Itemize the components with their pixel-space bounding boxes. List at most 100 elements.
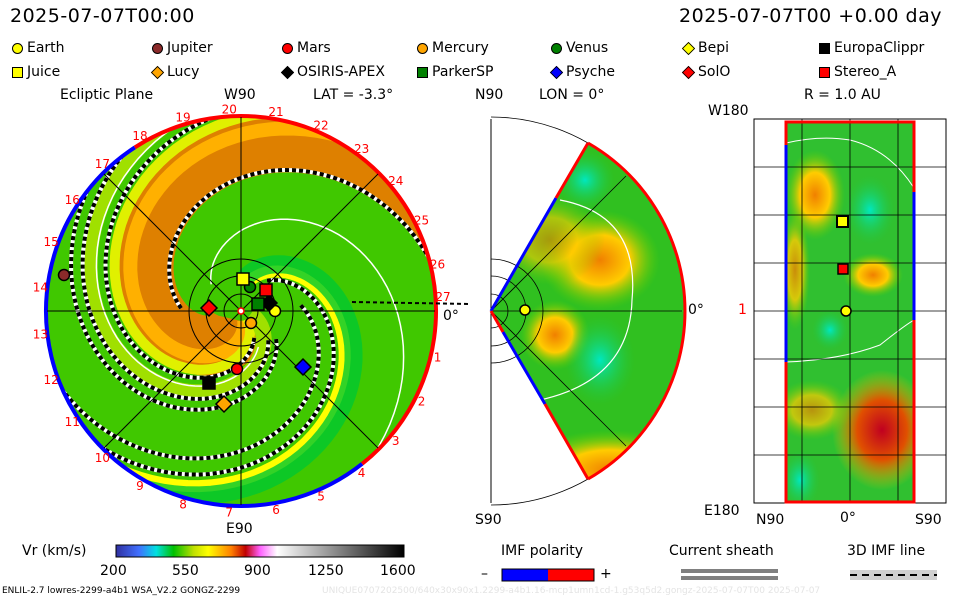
- imf-positive-swatch: [548, 569, 594, 581]
- legend-label: OSIRIS-APEX: [297, 64, 385, 80]
- radial-e180: E180: [704, 503, 740, 519]
- imf-field-line: [47, 192, 321, 461]
- mercury-circle-icon: [417, 42, 428, 54]
- radial-zero: 0°: [840, 510, 856, 526]
- rotation-label: 19: [175, 110, 190, 124]
- imf-line: [351, 301, 471, 305]
- legend-label: Jupiter: [167, 40, 213, 56]
- legend-item-juice: Juice: [12, 64, 60, 80]
- colorbar-tick: 1600: [380, 563, 416, 579]
- legend-label: Venus: [566, 40, 609, 56]
- rotation-label: 3: [392, 434, 400, 448]
- rotation-label: 17: [95, 157, 110, 171]
- sheath-swatch-1: [681, 569, 778, 573]
- legend-item-osiris-apex: OSIRIS-APEX: [280, 64, 385, 80]
- colorbar-tick: 1250: [308, 563, 344, 579]
- rotation-label: 12: [44, 373, 59, 387]
- colorbar: [115, 544, 405, 558]
- legend-item-bepi: Bepi: [681, 40, 729, 56]
- radial-s90: S90: [915, 512, 942, 528]
- rotation-label: 10: [95, 451, 110, 465]
- ecliptic-lat: LAT = -3.3°: [313, 87, 394, 103]
- europaclippr-square-icon: [819, 42, 830, 54]
- radial-n90: N90: [756, 512, 785, 528]
- stereo-a-marker: [259, 283, 273, 297]
- rotation-label: 21: [268, 105, 283, 119]
- radial-tick-1: 1: [738, 302, 747, 318]
- rotation-label: 6: [272, 503, 280, 517]
- radial-title: R = 1.0 AU: [804, 87, 881, 103]
- mercury-marker: [244, 316, 258, 330]
- juice-marker: [236, 272, 250, 286]
- rotation-label: 7: [225, 506, 233, 520]
- rotation-label: 2: [418, 395, 426, 409]
- sheath-swatch-2: [681, 576, 778, 580]
- mars-marker: [230, 362, 244, 376]
- legend-label: Earth: [27, 40, 65, 56]
- colorbar-tick: 900: [244, 563, 271, 579]
- footer-right: UNIQUE0707202500/640x30x90x1.2299-a4b1.1…: [322, 586, 821, 596]
- psyche-marker: [293, 357, 313, 377]
- rotation-label: 14: [33, 281, 48, 295]
- radial-panel: [753, 118, 947, 504]
- parkersp-square-icon: [417, 66, 428, 78]
- rotation-label: 5: [317, 489, 325, 503]
- meridional-s90: S90: [475, 512, 502, 528]
- negative-polarity-border: [44, 145, 364, 508]
- ecliptic-title: Ecliptic Plane: [60, 87, 154, 103]
- colorbar-title: Vr (km/s): [22, 543, 87, 559]
- meridional-lon: LON = 0°: [539, 87, 605, 103]
- venus-circle-icon: [551, 42, 562, 54]
- europaclippr-marker: [202, 376, 216, 390]
- footer-left: ENLIL-2.7 lowres-2299-a4b1 WSA_V2.2 GONG…: [2, 586, 241, 596]
- current-sheath-line: [98, 218, 405, 505]
- stereo-a-marker-radial: [837, 263, 849, 275]
- rotation-label: 13: [33, 327, 48, 341]
- mars-circle-icon: [282, 42, 293, 54]
- rotation-label: 4: [358, 466, 366, 480]
- rotation-label: 25: [414, 213, 429, 227]
- rotation-label: 8: [179, 498, 187, 512]
- stereo-a-square-icon: [819, 66, 830, 78]
- meridional-panel: [489, 116, 687, 506]
- imfline-title: 3D IMF line: [847, 543, 926, 559]
- rotation-label: 27: [435, 290, 450, 304]
- parkersp-marker: [251, 297, 265, 311]
- legend-item-solo: SolO: [681, 64, 730, 80]
- sun-icon: [237, 307, 245, 315]
- imf-field-line: [103, 117, 410, 380]
- legend-label: Mercury: [432, 40, 489, 56]
- rotation-label: 20: [222, 102, 237, 116]
- juice-square-icon: [12, 66, 23, 78]
- rotation-label: 11: [65, 415, 80, 429]
- ecliptic-w90: W90: [224, 87, 256, 103]
- legend-label: EuropaClippr: [834, 40, 925, 56]
- jupiter-circle-icon: [152, 42, 163, 54]
- imf-minus: –: [481, 566, 488, 582]
- legend-item-jupiter: Jupiter: [152, 40, 213, 56]
- rotation-label: 24: [388, 174, 403, 188]
- legend-label: Psyche: [566, 64, 615, 80]
- positive-polarity-border: [133, 114, 438, 466]
- imf-field-line: [69, 117, 279, 412]
- rotation-label: 16: [65, 193, 80, 207]
- legend-label: Bepi: [698, 40, 729, 56]
- earth-circle-icon: [12, 42, 23, 54]
- imf-title: IMF polarity: [501, 543, 584, 559]
- legend-label: Mars: [297, 40, 331, 56]
- radial-w180: W180: [708, 103, 749, 119]
- legend-item-parkersp: ParkerSP: [417, 64, 493, 80]
- earth-marker-radial: [840, 305, 852, 317]
- legend-item-venus: Venus: [551, 40, 608, 56]
- earth-marker-meridional: [519, 304, 531, 316]
- rotation-label: 22: [313, 119, 328, 133]
- imf-plus: +: [600, 566, 612, 582]
- legend-label: Stereo_A: [834, 64, 897, 80]
- legend-item-lucy: Lucy: [150, 64, 199, 80]
- solo-marker: [199, 298, 219, 318]
- legend-item-earth: Earth: [12, 40, 65, 56]
- sheath-title: Current sheath: [669, 543, 774, 559]
- rotation-label: 23: [354, 142, 369, 156]
